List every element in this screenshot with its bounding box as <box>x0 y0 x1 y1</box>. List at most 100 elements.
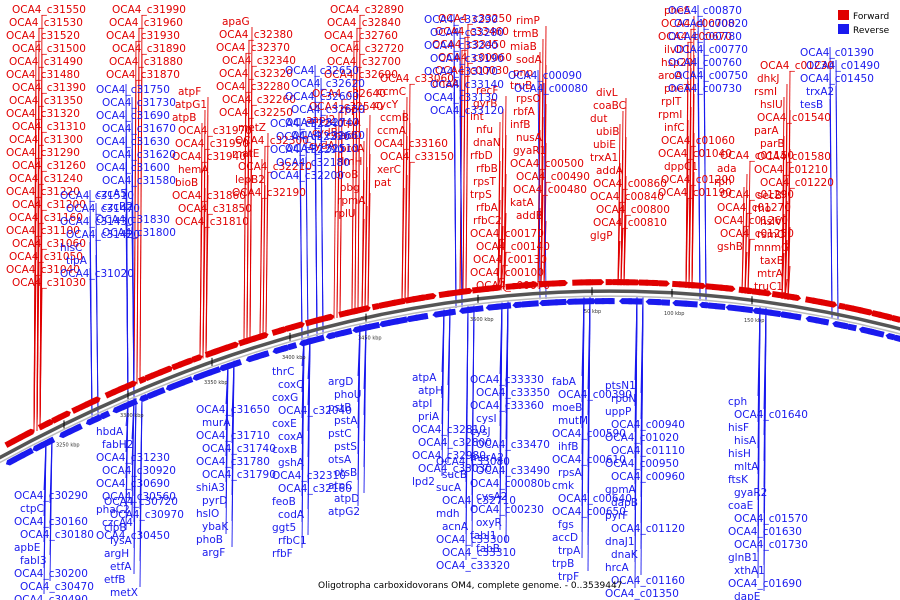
forward-gene-label: metZ <box>238 122 266 134</box>
reverse-gene-connector <box>499 302 503 531</box>
forward-gene-arrow <box>458 287 473 296</box>
forward-gene-label: nadD <box>334 130 362 142</box>
reverse-gene-label: hrcA <box>605 562 630 574</box>
reverse-gene-label: OCA4_c31470 <box>66 203 140 215</box>
forward-gene-label: OCA4_c32540 <box>309 101 383 113</box>
reverse-gene-label: OCA4_c31740 <box>202 443 276 455</box>
forward-gene-label: OCA4_c31480 <box>6 69 80 81</box>
reverse-gene-label: OCA4_c31710 <box>196 430 270 442</box>
legend-reverse-label: Reverse <box>853 26 890 36</box>
reverse-gene-label: OCA4_c32740 <box>285 117 359 129</box>
reverse-gene-label: OCA4_c01570 <box>734 513 808 525</box>
reverse-gene-connector <box>225 362 229 535</box>
reverse-gene-label: OCA4_c33280 <box>430 27 504 39</box>
forward-gene-label: OCA4_c01260 <box>714 215 788 227</box>
reverse-gene-label: OCA4_c31670 <box>102 123 176 135</box>
forward-gene-connector <box>500 264 504 291</box>
forward-gene-label: OCA4_c32340 <box>222 55 296 67</box>
reverse-gene-label: ihfB <box>558 441 578 453</box>
forward-gene-arrow <box>184 357 195 366</box>
reverse-gene-arrow <box>892 334 900 343</box>
forward-gene-label: OCA4_c00480 <box>513 184 587 196</box>
reverse-gene-label: OCA4_c32810 <box>412 424 486 436</box>
reverse-gene-label: OCA4_c00080 <box>514 83 588 95</box>
reverse-gene-label: OCA4_c33360 <box>470 400 544 412</box>
reverse-gene-connector <box>305 156 309 339</box>
reverse-gene-connector <box>453 91 457 308</box>
reverse-gene-label: OCA4_c01390 <box>800 47 874 59</box>
reverse-gene-label: OCA4_c33320 <box>436 560 510 572</box>
reverse-gene-label: uppP <box>605 406 631 418</box>
forward-gene-label: OCA4_c31930 <box>106 30 180 42</box>
reverse-gene-label: OCA4_c33200 <box>424 40 498 52</box>
reverse-gene-arrow <box>698 301 709 309</box>
reverse-gene-label: hbdA <box>96 426 124 438</box>
legend: Forward Reverse <box>838 10 890 36</box>
forward-gene-arrow <box>525 281 539 289</box>
forward-gene-label: miaB <box>510 41 537 53</box>
reverse-gene-label: OCA4_c01730 <box>734 539 808 551</box>
forward-gene-connector <box>744 251 748 294</box>
tick-label: 3300 kbp <box>120 413 144 419</box>
forward-gene-label: secB <box>757 190 782 202</box>
reverse-gene-label: pstB <box>328 402 351 414</box>
forward-gene-label: sodA <box>516 54 543 66</box>
forward-gene-connector <box>361 218 365 313</box>
reverse-gene-label: OCA4_c00230 <box>470 504 544 516</box>
forward-gene-label: cydB <box>312 127 338 139</box>
forward-gene-label: addA <box>596 165 624 177</box>
forward-gene-label: OCA4_c01190 <box>658 187 732 199</box>
forward-gene-label: hemA <box>178 164 209 176</box>
forward-gene-arrow <box>425 292 437 301</box>
forward-gene-label: recF <box>476 85 498 97</box>
forward-gene-label: OCA4_c01270 <box>717 202 791 214</box>
forward-gene-label: OCA4_c00140 <box>476 241 550 253</box>
forward-gene-label: addB <box>516 210 543 222</box>
reverse-gene-connector <box>505 301 509 544</box>
forward-gene-connector <box>136 66 140 385</box>
forward-gene-label: OCA4_c32640 <box>312 88 386 100</box>
forward-gene-label: OCA4_c31160 <box>9 212 83 224</box>
forward-gene-label: cycY <box>374 99 399 111</box>
forward-gene-arrow <box>278 326 288 334</box>
forward-gene-label: OCA4_c31220 <box>6 186 80 198</box>
reverse-gene-label: OCA4_c00590 <box>552 428 626 440</box>
reverse-gene-label: mltA <box>734 461 759 473</box>
reverse-gene-label: OCA4_c01120 <box>611 523 685 535</box>
reverse-gene-label: OCA4_c32290 <box>270 144 344 156</box>
forward-gene-label: OCA4_c00100 <box>470 267 544 279</box>
forward-gene-label: mtrA <box>757 268 784 280</box>
reverse-gene-label: clpB <box>104 522 127 534</box>
forward-gene-arrow <box>391 298 408 307</box>
reverse-gene-label: dnaJ1 <box>605 536 635 548</box>
forward-gene-label: OCA4_c00170 <box>470 228 544 240</box>
reverse-gene-label: OCA4_c32980 <box>412 450 486 462</box>
forward-gene-label: OCA4_c01220 <box>760 177 834 189</box>
reverse-gene-arrow <box>492 303 503 310</box>
forward-gene-label: dppC1 <box>664 161 698 173</box>
reverse-gene-label: OCA4_c33080 <box>436 456 510 468</box>
reverse-gene-arrow <box>72 423 83 432</box>
forward-gene-label: dhkJ <box>757 73 780 85</box>
forward-gene-label: OCA4_c01040 <box>658 148 732 160</box>
reverse-gene-label: OCA4_c00780 <box>668 31 742 43</box>
forward-gene-arrow <box>24 428 35 438</box>
reverse-gene-connector <box>357 325 361 507</box>
forward-gene-label: OCA4_c31310 <box>12 121 86 133</box>
reverse-gene-connector <box>763 307 767 592</box>
forward-gene-label: OCA4_c31950 <box>175 138 249 150</box>
reverse-gene-connector <box>537 69 541 300</box>
forward-gene-label: OCA4_c00840 <box>590 191 664 203</box>
forward-gene-connector <box>500 225 504 291</box>
reverse-gene-arrow <box>259 350 270 359</box>
reverse-gene-label: OCA4_c30290 <box>14 490 88 502</box>
reverse-gene-label: OCA4_c00820 <box>674 18 748 30</box>
reverse-gene-connector <box>125 213 129 402</box>
forward-gene-label: lepB2 <box>235 174 265 186</box>
reverse-gene-label: argD <box>328 376 353 388</box>
reverse-gene-arrow <box>392 316 408 325</box>
forward-gene-label: OCA4_c00500 <box>510 158 584 170</box>
reverse-gene-label: fabA <box>552 376 577 388</box>
tick-label: 3250 kbp <box>56 442 80 448</box>
legend-forward-swatch <box>838 10 849 20</box>
